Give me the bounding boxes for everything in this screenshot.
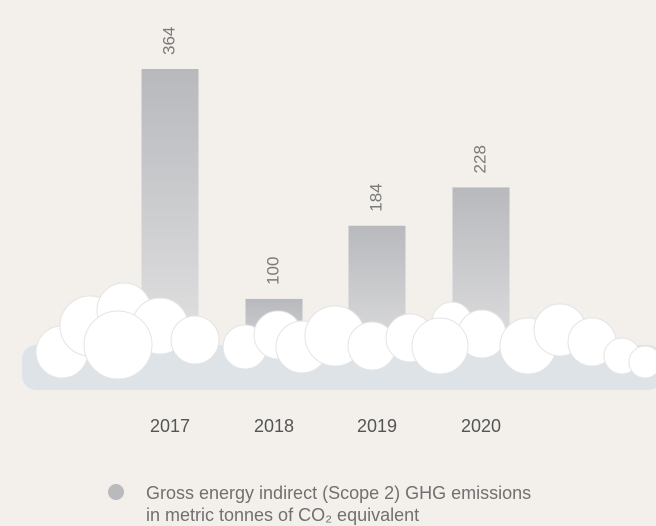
value-label: 100 [263, 257, 282, 285]
x-tick-label: 2020 [461, 416, 501, 436]
value-label: 184 [366, 183, 385, 211]
legend-marker [108, 484, 124, 500]
x-tick-label: 2017 [150, 416, 190, 436]
clouds [22, 282, 656, 390]
labels: 364 2017 100 2018 184 2019 228 2020 [150, 27, 501, 436]
legend-label: Gross energy indirect (Scope 2) GHG emis… [146, 483, 532, 525]
value-label: 228 [470, 145, 489, 173]
x-tick-label: 2018 [254, 416, 294, 436]
value-label: 364 [159, 27, 178, 55]
x-tick-label: 2019 [357, 416, 397, 436]
